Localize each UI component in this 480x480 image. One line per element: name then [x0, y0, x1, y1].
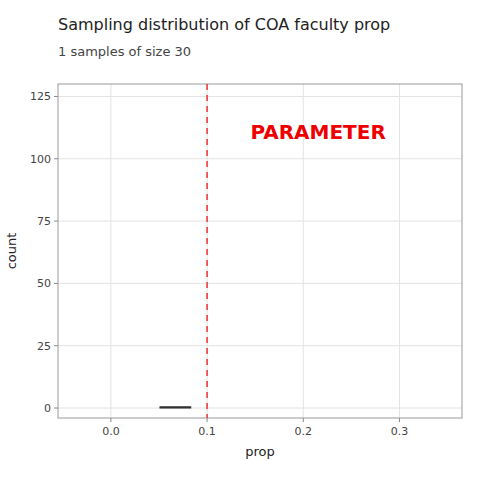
reference-line: [206, 84, 208, 418]
tick-label: 75: [37, 215, 51, 228]
tick-mark: [303, 418, 304, 422]
tick-mark: [54, 221, 58, 222]
tick-mark: [54, 283, 58, 284]
grid-line: [58, 345, 462, 346]
tick-mark: [110, 418, 111, 422]
tick-label: 0.2: [295, 425, 313, 438]
grid-line: [207, 84, 208, 418]
grid-line: [110, 84, 111, 418]
grid-line: [58, 283, 462, 284]
tick-mark: [207, 418, 208, 422]
tick-label: 0: [44, 402, 51, 415]
tick-label: 0.3: [391, 425, 409, 438]
tick-label: 100: [30, 153, 51, 166]
grid-line: [58, 408, 462, 409]
histogram-bar: [160, 407, 191, 408]
plot-data: [160, 84, 207, 418]
tick-mark: [54, 345, 58, 346]
y-axis-label: count: [4, 233, 19, 270]
title: Sampling distribution of COA faculty pro…: [58, 15, 390, 34]
x-axis-label: prop: [245, 444, 275, 459]
plot-frame: [58, 84, 462, 418]
tick-label: 125: [30, 90, 51, 103]
tick-label: 0.1: [198, 425, 216, 438]
tick-mark: [54, 158, 58, 159]
grid: [58, 84, 462, 418]
grid-line: [399, 84, 400, 418]
tick-label: 25: [37, 340, 51, 353]
axes: 0 25 50 75 100 125 0.0 0.1 0.2 0.3: [30, 84, 462, 438]
tick-mark: [54, 408, 58, 409]
grid-line: [58, 221, 462, 222]
chart: Sampling distribution of COA faculty pro…: [0, 0, 480, 480]
grid-line: [58, 158, 462, 159]
tick-label: 0.0: [102, 425, 120, 438]
grid-line: [58, 96, 462, 97]
tick-mark: [54, 96, 58, 97]
subtitle: 1 samples of size 30: [58, 44, 191, 59]
annotation: PARAMETER: [250, 120, 385, 144]
tick-mark: [399, 418, 400, 422]
tick-label: 50: [37, 277, 51, 290]
